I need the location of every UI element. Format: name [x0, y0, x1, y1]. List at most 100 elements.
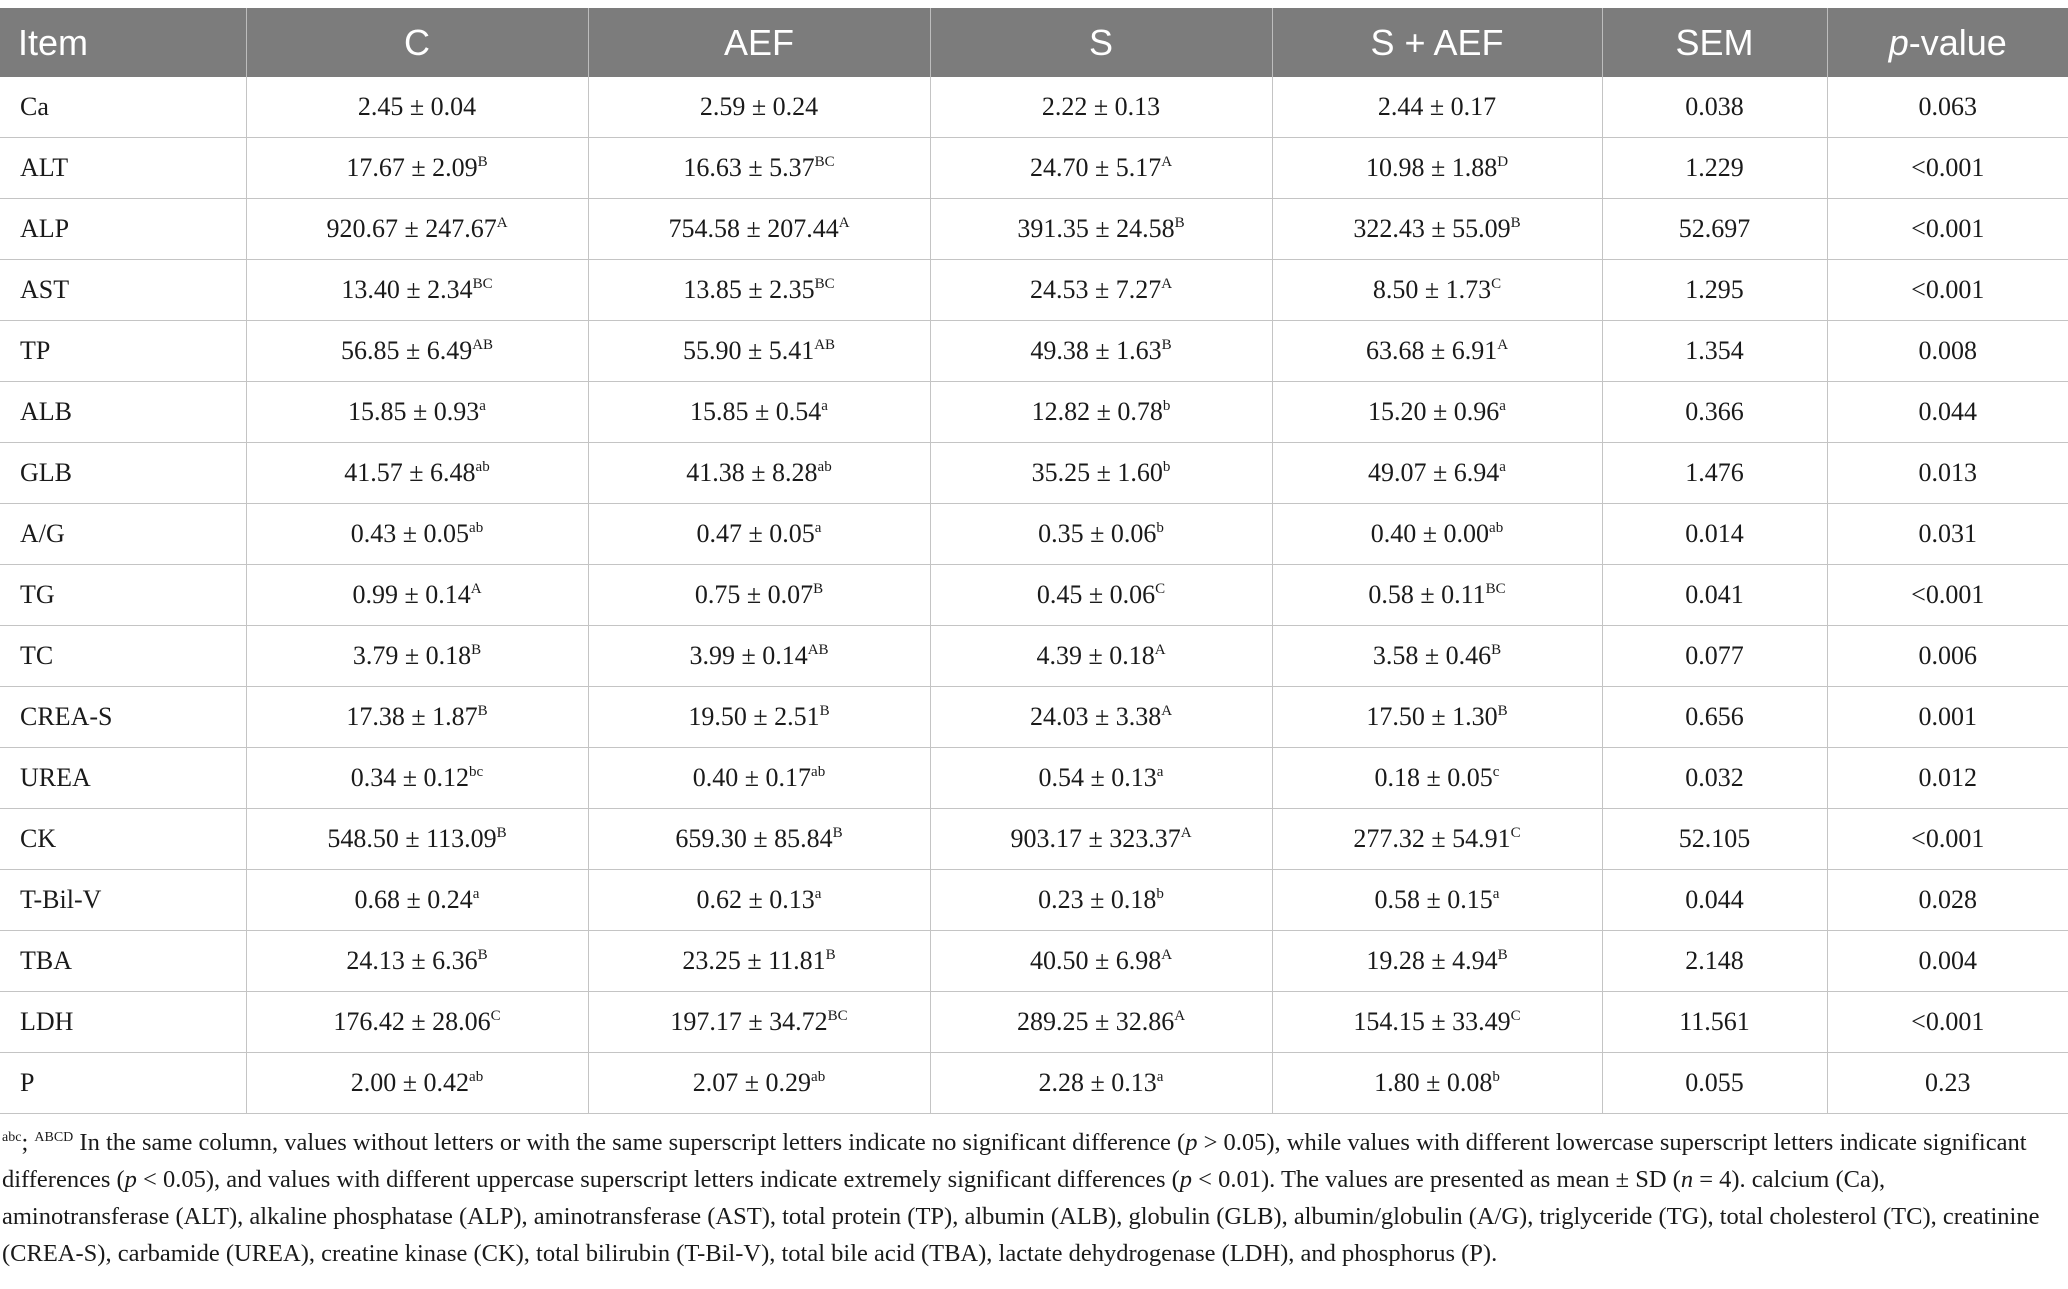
cell-c: 17.38 ± 1.87B [246, 686, 589, 748]
table-row: AST 13.40 ± 2.34BC 13.85 ± 2.35BC 24.53 ± 7… [0, 259, 2068, 321]
cell-c: 920.67 ± 247.67A [246, 198, 589, 260]
cell-superscript: A [1174, 1008, 1186, 1024]
cell-saef: 15.20 ± 0.96a [1272, 381, 1603, 443]
cell-value: 0.47 ± 0.05 [696, 519, 815, 548]
cell-value: 13.40 ± 2.34 [341, 275, 473, 304]
cell-value: 0.68 ± 0.24 [354, 885, 473, 914]
cell-value: 8.50 ± 1.73 [1372, 275, 1492, 304]
cell-superscript: bc [469, 764, 484, 780]
cell-superscript: b [1162, 398, 1171, 414]
cell-c: 24.13 ± 6.36B [246, 930, 589, 992]
cell-c: 2.00 ± 0.42ab [246, 1052, 589, 1114]
cell-saef: 19.28 ± 4.94B [1272, 930, 1603, 992]
cell-superscript: a [472, 886, 480, 902]
cell-sem: 1.354 [1602, 320, 1828, 382]
cell-value: 24.70 ± 5.17 [1029, 153, 1162, 182]
table-row: TP 56.85 ± 6.49AB 55.90 ± 5.41AB 49.38 ± 1.… [0, 320, 2068, 382]
cell-value: 548.50 ± 113.09 [327, 824, 497, 853]
cell-c: 0.99 ± 0.14A [246, 564, 589, 626]
cell-p-value: 0.006 [1827, 625, 2068, 687]
header-p-value: p-value [1827, 8, 2068, 77]
cell-superscript: c [1492, 764, 1500, 780]
cell-aef: 0.40 ± 0.17ab [588, 747, 931, 809]
cell-value: 0.62 ± 0.13 [696, 885, 815, 914]
cell-superscript: B [832, 825, 843, 841]
cell-aef: 13.85 ± 2.35BC [588, 259, 931, 321]
cell-sem: 0.014 [1602, 503, 1828, 565]
cell-value: 15.20 ± 0.96 [1368, 397, 1500, 426]
cell-superscript: A [1154, 642, 1166, 658]
cell-s: 35.25 ± 1.60b [930, 442, 1273, 504]
cell-sem: 0.656 [1602, 686, 1828, 748]
cell-superscript: a [814, 520, 822, 536]
cell-saef: 0.18 ± 0.05c [1272, 747, 1603, 809]
cell-value: 24.13 ± 6.36 [346, 946, 478, 975]
cell-value: 2.45 ± 0.04 [357, 92, 477, 121]
table-row: UREA 0.34 ± 0.12bc 0.40 ± 0.17ab 0.54 ± 0.1… [0, 747, 2068, 809]
cell-sem: 0.077 [1602, 625, 1828, 687]
cell-saef: 0.58 ± 0.11BC [1272, 564, 1603, 626]
cell-value: 0.58 ± 0.15 [1374, 885, 1493, 914]
cell-superscript: AB [814, 337, 836, 353]
cell-value: 3.58 ± 0.46 [1372, 641, 1492, 670]
cell-s: 0.45 ± 0.06C [930, 564, 1273, 626]
cell-value: 0.45 ± 0.06 [1036, 580, 1156, 609]
cell-value: 24.53 ± 7.27 [1029, 275, 1162, 304]
cell-value: 41.57 ± 6.48 [344, 458, 476, 487]
table-row: T-Bil-V 0.68 ± 0.24a 0.62 ± 0.13a 0.23 ± 0.… [0, 869, 2068, 931]
cell-sem: 0.038 [1602, 77, 1828, 138]
cell-p-value: 0.23 [1827, 1052, 2068, 1114]
cell-superscript: ab [469, 520, 484, 536]
cell-superscript: B [1491, 642, 1502, 658]
cell-saef: 17.50 ± 1.30B [1272, 686, 1603, 748]
cell-item: A/G [0, 503, 247, 565]
cell-value: 24.03 ± 3.38 [1029, 702, 1162, 731]
header-sem: SEM [1602, 8, 1828, 77]
cell-c: 0.68 ± 0.24a [246, 869, 589, 931]
cell-superscript: B [813, 581, 824, 597]
cell-s: 12.82 ± 0.78b [930, 381, 1273, 443]
cell-item: GLB [0, 442, 247, 504]
cell-value: 0.40 ± 0.00 [1370, 519, 1490, 548]
cell-saef: 1.80 ± 0.08b [1272, 1052, 1603, 1114]
cell-value: 12.82 ± 0.78 [1031, 397, 1163, 426]
cell-superscript: B [1497, 947, 1508, 963]
cell-aef: 15.85 ± 0.54a [588, 381, 931, 443]
cell-aef: 3.99 ± 0.14AB [588, 625, 931, 687]
cell-saef: 154.15 ± 33.49C [1272, 991, 1603, 1053]
cell-superscript: B [1497, 703, 1508, 719]
footnote-sup-upper: ABCD [34, 1130, 74, 1145]
cell-value: 0.40 ± 0.17 [692, 763, 812, 792]
cell-value: 3.99 ± 0.14 [689, 641, 808, 670]
cell-superscript: A [1161, 276, 1173, 292]
header-aef: AEF [588, 8, 931, 77]
cell-p-value: 0.028 [1827, 869, 2068, 931]
header-s: S [930, 8, 1273, 77]
header-c: C [246, 8, 589, 77]
cell-value: 0.43 ± 0.05 [350, 519, 470, 548]
cell-superscript: C [1155, 581, 1166, 597]
cell-superscript: a [479, 398, 486, 414]
cell-value: 4.39 ± 0.18 [1036, 641, 1155, 670]
cell-s: 2.28 ± 0.13a [930, 1052, 1273, 1114]
cell-c: 41.57 ± 6.48ab [246, 442, 589, 504]
header-p-value-label: p-value [1888, 21, 2007, 63]
cell-s: 49.38 ± 1.63B [930, 320, 1273, 382]
cell-value: 903.17 ± 323.37 [1010, 824, 1181, 853]
cell-aef: 754.58 ± 207.44A [588, 198, 931, 260]
cell-p-value: 0.031 [1827, 503, 2068, 565]
table-row: A/G 0.43 ± 0.05ab 0.47 ± 0.05a 0.35 ± 0.06b… [0, 503, 2068, 565]
cell-s: 289.25 ± 32.86A [930, 991, 1273, 1053]
cell-sem: 52.105 [1602, 808, 1828, 870]
cell-value: 2.28 ± 0.13 [1038, 1068, 1157, 1097]
cell-s: 0.54 ± 0.13a [930, 747, 1273, 809]
cell-aef: 41.38 ± 8.28ab [588, 442, 931, 504]
cell-superscript: ab [469, 1069, 484, 1085]
data-table: Item C AEF S S + AEF SEM p-value Ca 2.45 … [0, 8, 2068, 1114]
cell-value: 16.63 ± 5.37 [683, 153, 815, 182]
cell-item: P [0, 1052, 247, 1114]
cell-s: 391.35 ± 24.58B [930, 198, 1273, 260]
cell-c: 17.67 ± 2.09B [246, 137, 589, 199]
cell-value: 0.35 ± 0.06 [1038, 519, 1157, 548]
cell-superscript: a [1499, 398, 1506, 414]
